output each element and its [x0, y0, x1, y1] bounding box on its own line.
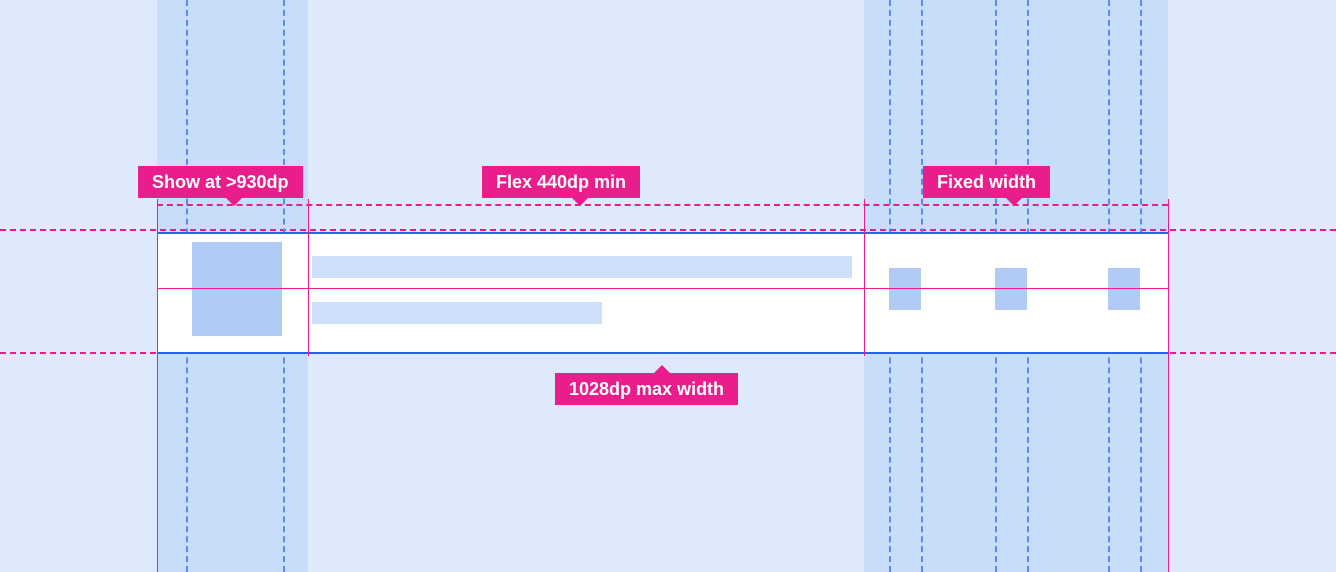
- card-midline: [157, 288, 1168, 289]
- tag-flex-min-pointer: [572, 198, 588, 206]
- frame-side: [157, 199, 158, 572]
- tag-fixed-width-pointer: [1006, 198, 1022, 206]
- thumbnail-placeholder: [192, 242, 282, 336]
- layout-spec-diagram: Show at >930dp Flex 440dp min Fixed width 1…: [0, 0, 1336, 572]
- h-guide: [0, 229, 1336, 231]
- tag-max-width-pointer: [654, 365, 670, 373]
- action-icon-2: [995, 268, 1027, 310]
- text-bar-2: [312, 302, 602, 324]
- frame-side: [1168, 199, 1169, 572]
- action-icon-3: [1108, 268, 1140, 310]
- section-divider: [308, 199, 309, 356]
- tag-show-at-pointer: [226, 198, 242, 206]
- text-bar-1: [312, 256, 852, 278]
- tag-fixed-width: Fixed width: [923, 166, 1050, 198]
- tag-show-at: Show at >930dp: [138, 166, 303, 198]
- tag-max-width: 1028dp max width: [555, 373, 738, 405]
- section-divider: [864, 199, 865, 356]
- action-icon-1: [889, 268, 921, 310]
- tag-flex-min: Flex 440dp min: [482, 166, 640, 198]
